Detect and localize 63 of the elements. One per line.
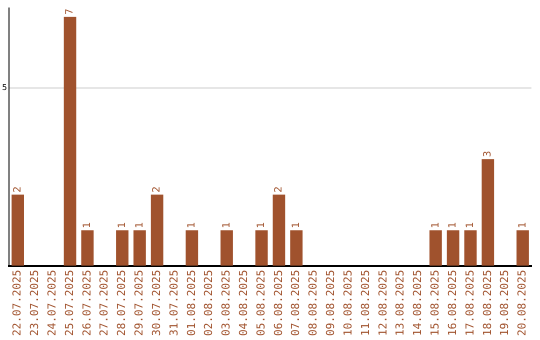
x-tick-label: 04.08.2025	[237, 270, 250, 336]
x-tick-label: 03.08.2025	[220, 270, 233, 336]
x-tick-label: 24.07.2025	[45, 270, 58, 336]
x-tick-label: 12.08.2025	[376, 270, 390, 336]
x-tick-label: 06.08.2025	[272, 270, 285, 336]
x-tick-label: 13.08.2025	[394, 270, 407, 336]
data-label: 1	[465, 222, 476, 228]
bar	[116, 230, 128, 266]
bar	[255, 230, 268, 266]
x-tick-label: 22.07.2025	[10, 270, 24, 336]
bar	[64, 16, 76, 266]
bar	[446, 230, 460, 266]
x-tick-label: 18.08.2025	[480, 270, 494, 336]
data-label: 1	[256, 222, 268, 228]
x-tick-label: 28.07.2025	[115, 270, 128, 336]
data-label: 3	[482, 150, 494, 158]
x-tick-label: 16.08.2025	[446, 270, 459, 336]
bar	[220, 230, 233, 266]
bar	[429, 230, 442, 266]
x-tick-label: 29.07.2025	[132, 270, 146, 336]
data-label: 1	[186, 222, 198, 228]
x-tick-label: 09.08.2025	[324, 270, 338, 336]
bar	[482, 159, 494, 266]
x-tick-label: 15.08.2025	[428, 270, 442, 336]
x-tick-label: 07.08.2025	[289, 270, 302, 336]
bar	[290, 230, 303, 266]
x-tick-label: 30.07.2025	[150, 270, 163, 336]
x-tick-label: 25.07.2025	[62, 270, 76, 336]
x-tick-label: 26.07.2025	[80, 270, 94, 336]
data-label: 1	[290, 222, 302, 228]
data-label: 1	[430, 222, 442, 228]
bar	[12, 194, 24, 266]
x-tick-label: 19.08.2025	[498, 270, 512, 336]
bar	[81, 230, 94, 266]
x-tick-label: 05.08.2025	[254, 270, 268, 336]
data-label: 1	[517, 222, 528, 228]
data-label: 1	[134, 222, 146, 228]
x-tick-label: 20.08.2025	[516, 270, 529, 336]
data-label: 7	[64, 8, 76, 15]
data-label: 2	[152, 186, 163, 193]
data-label: 1	[82, 222, 94, 228]
data-label: 2	[12, 186, 24, 193]
bar	[150, 194, 164, 266]
x-tick-label: 08.08.2025	[306, 270, 320, 336]
bar	[464, 230, 477, 266]
x-tick-label: 11.08.2025	[358, 270, 372, 336]
x-tick-label: 23.07.2025	[28, 270, 42, 336]
data-label: 1	[221, 222, 232, 228]
x-tick-label: 02.08.2025	[202, 270, 216, 336]
bar	[272, 194, 286, 266]
bar	[186, 230, 198, 266]
bar	[133, 230, 146, 266]
data-label: 1	[448, 222, 459, 228]
data-label: 2	[274, 186, 285, 193]
x-tick-label: 17.08.2025	[463, 270, 476, 336]
bar	[516, 230, 529, 266]
x-tick-label: 31.07.2025	[167, 270, 180, 336]
data-label: 1	[116, 222, 128, 228]
x-tick-label: 27.07.2025	[98, 270, 111, 336]
x-tick-label: 10.08.2025	[341, 270, 354, 336]
y-tick-label: 5	[2, 83, 8, 92]
x-tick-label: 14.08.2025	[411, 270, 424, 336]
x-tick-label: 01.08.2025	[184, 270, 198, 336]
